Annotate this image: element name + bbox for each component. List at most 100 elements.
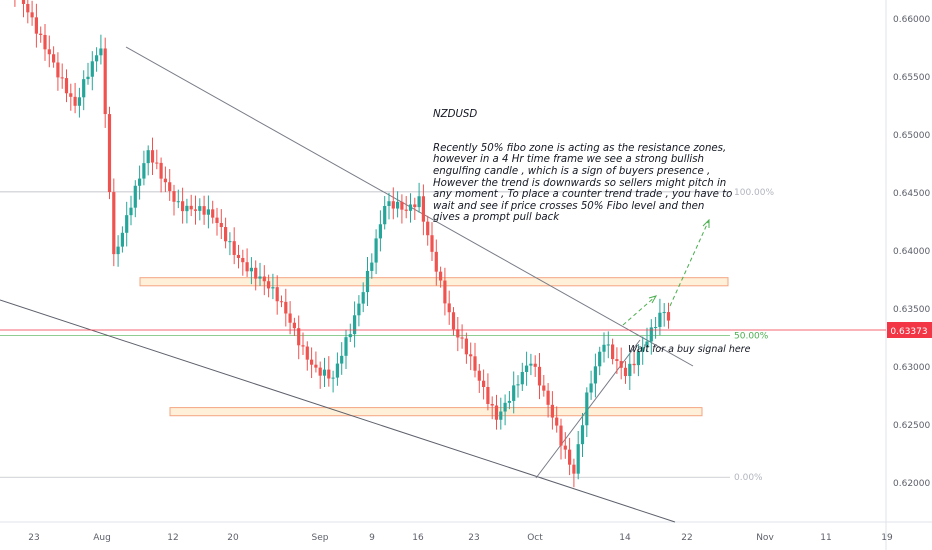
candle-body xyxy=(73,96,77,106)
candle-body xyxy=(189,205,193,210)
candle-body xyxy=(103,48,107,115)
price-tick-label: 0.62500 xyxy=(893,421,930,431)
candle-body xyxy=(292,322,296,329)
candle-body xyxy=(628,363,632,377)
candle-body xyxy=(636,351,640,366)
candle-body xyxy=(249,267,253,272)
candle-body xyxy=(361,292,365,304)
candle-body xyxy=(327,369,331,379)
candle-body xyxy=(460,337,464,339)
candle-body xyxy=(236,254,241,258)
candle-body xyxy=(396,201,400,209)
candle-body xyxy=(434,251,438,272)
candle-body xyxy=(568,449,572,465)
candle-body xyxy=(52,54,56,63)
candle-body xyxy=(331,377,335,379)
candle-body xyxy=(542,385,546,391)
candle-body xyxy=(228,241,232,243)
candle-body xyxy=(142,163,146,179)
price-tick-label: 0.64500 xyxy=(893,189,930,199)
candle-body xyxy=(550,404,554,418)
candle-body xyxy=(374,238,378,263)
projection-arrow-head xyxy=(648,295,658,304)
candle-body xyxy=(340,355,344,364)
candle-body xyxy=(125,215,129,233)
candle-body xyxy=(288,313,292,323)
candle-body xyxy=(99,48,103,56)
candle-body xyxy=(193,209,198,211)
candles xyxy=(14,0,671,488)
candle-body xyxy=(499,411,503,420)
candle-body xyxy=(262,276,266,282)
plot-area[interactable] xyxy=(0,0,886,522)
price-tick-label: 0.66000 xyxy=(893,15,930,25)
candle-body xyxy=(146,150,150,164)
candle-body xyxy=(602,344,606,352)
time-tick-label: 19 xyxy=(881,533,893,543)
candle-body xyxy=(426,221,430,236)
candle-body xyxy=(176,201,180,203)
note-title: NZDUSD xyxy=(433,108,478,120)
candle-body xyxy=(623,367,628,377)
candle-body xyxy=(606,344,610,346)
candle-body xyxy=(649,327,653,342)
current-price-tag-bg xyxy=(887,322,932,338)
candle-body xyxy=(335,363,339,378)
candle-body xyxy=(241,257,245,263)
price-tick-label: 0.63500 xyxy=(893,305,930,315)
candle-body xyxy=(477,370,481,381)
current-price-tag: 0.63373 xyxy=(887,322,932,338)
candle-body xyxy=(370,262,374,271)
candle-body xyxy=(133,185,137,208)
candle-body xyxy=(348,334,352,338)
price-axis[interactable]: 0.66000 0.65500 0.65000 0.64500 0.64000 0.635… xyxy=(893,15,930,489)
time-tick-label: 23 xyxy=(468,533,479,543)
candle-body xyxy=(464,338,468,355)
candle-body xyxy=(95,55,99,62)
candle-body xyxy=(116,246,120,255)
candle-body xyxy=(641,347,645,352)
analysis-note: NZDUSD Recently 50% fibo zone is acting … xyxy=(433,97,733,236)
candle-body xyxy=(404,209,408,211)
time-tick-label: 9 xyxy=(369,533,375,543)
candle-body xyxy=(576,444,580,474)
time-axis[interactable]: 23 Aug 12 20 Sep 9 16 23 Oct 14 22 Nov 11 19 xyxy=(28,533,893,543)
candle-body xyxy=(314,364,318,368)
lower-trendline[interactable] xyxy=(0,299,676,523)
time-tick-label: 23 xyxy=(28,533,39,543)
candle-body xyxy=(21,0,26,4)
candle-body xyxy=(301,345,305,347)
candle-body xyxy=(26,3,30,13)
candle-body xyxy=(572,464,576,474)
candle-body xyxy=(391,201,395,209)
candle-body xyxy=(430,235,434,252)
time-tick-label: 22 xyxy=(681,533,692,543)
candle-body xyxy=(421,196,425,222)
candle-body xyxy=(451,312,456,330)
candle-body xyxy=(219,223,223,228)
candle-body xyxy=(658,312,662,327)
price-tick-label: 0.63000 xyxy=(893,363,930,373)
candle-body xyxy=(439,271,443,281)
candle-body xyxy=(150,150,155,163)
candle-body xyxy=(490,403,494,406)
candle-body xyxy=(529,363,533,366)
candle-body xyxy=(654,326,658,328)
time-tick-label: Sep xyxy=(312,533,329,543)
wait-signal-label: Wait for a buy signal here xyxy=(628,344,751,355)
candle-body xyxy=(318,367,322,376)
candle-body xyxy=(533,363,537,367)
projection-arrow-head xyxy=(702,218,710,228)
candle-body xyxy=(202,206,206,215)
time-tick-label: 11 xyxy=(820,533,831,543)
candle-body xyxy=(30,12,34,18)
candle-body xyxy=(267,281,271,289)
candle-body xyxy=(155,162,159,164)
candle-body xyxy=(447,303,451,313)
time-tick-label: 16 xyxy=(412,533,424,543)
candle-body xyxy=(215,217,219,224)
price-tick-label: 0.62000 xyxy=(893,479,930,489)
price-tick-label: 0.64000 xyxy=(893,247,930,257)
candle-body xyxy=(107,114,112,193)
